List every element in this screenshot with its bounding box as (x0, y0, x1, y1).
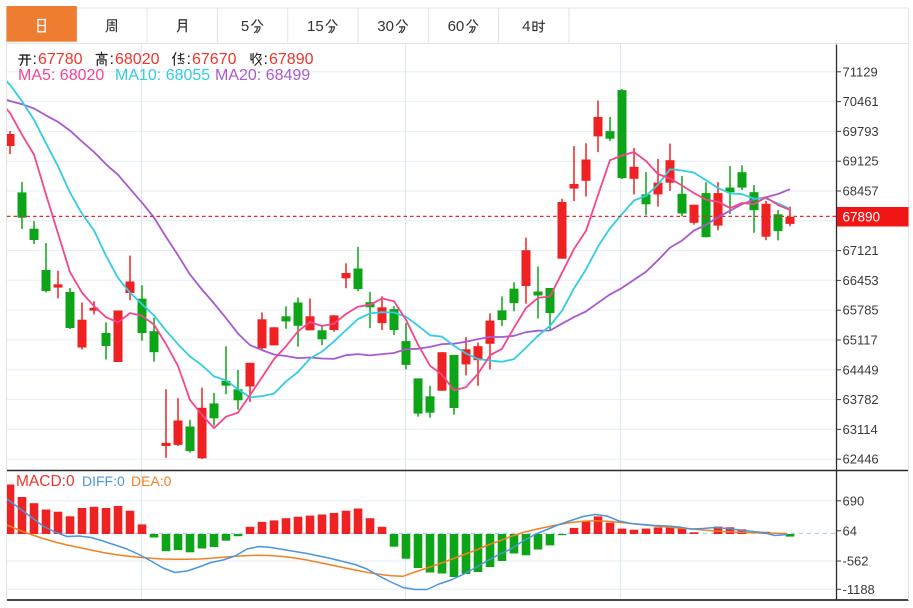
svg-text:67670: 67670 (192, 51, 237, 68)
svg-text::: : (187, 51, 191, 68)
svg-text:MA10: 68055: MA10: 68055 (115, 67, 210, 84)
svg-text::: : (33, 51, 37, 68)
svg-text:60: 60 (448, 18, 465, 35)
svg-text::: : (264, 51, 268, 68)
svg-text:30: 30 (377, 18, 394, 35)
svg-text:68457: 68457 (843, 184, 879, 199)
svg-text:DIFF:0: DIFF:0 (82, 473, 125, 489)
svg-text:DEA:0: DEA:0 (131, 473, 172, 489)
svg-text:-562: -562 (843, 554, 869, 569)
svg-text:MA20: 68499: MA20: 68499 (215, 67, 310, 84)
svg-text:4: 4 (522, 18, 530, 35)
svg-text::: : (110, 51, 114, 68)
svg-text:67890: 67890 (843, 210, 881, 225)
svg-text:15: 15 (307, 18, 324, 35)
svg-text:64449: 64449 (843, 362, 879, 377)
svg-text:63114: 63114 (843, 422, 878, 437)
svg-text:71129: 71129 (843, 64, 878, 79)
svg-text:67890: 67890 (269, 51, 314, 68)
svg-text:MA5: 68020: MA5: 68020 (18, 67, 104, 84)
svg-text:67780: 67780 (38, 51, 83, 68)
svg-text:68020: 68020 (115, 51, 160, 68)
svg-text:65785: 65785 (843, 303, 879, 318)
svg-text:690: 690 (843, 493, 865, 508)
svg-text:5: 5 (241, 18, 249, 35)
svg-text:-1188: -1188 (843, 582, 875, 597)
svg-text:MACD:0: MACD:0 (16, 473, 75, 490)
svg-text:70461: 70461 (843, 94, 879, 109)
svg-text:66453: 66453 (843, 273, 879, 288)
svg-text:69793: 69793 (843, 124, 879, 139)
svg-text:63782: 63782 (843, 392, 879, 407)
svg-text:64: 64 (843, 523, 857, 538)
svg-text:65117: 65117 (843, 333, 878, 348)
svg-text:67121: 67121 (843, 243, 879, 258)
svg-text:69125: 69125 (843, 154, 879, 169)
svg-text:62446: 62446 (843, 452, 879, 467)
